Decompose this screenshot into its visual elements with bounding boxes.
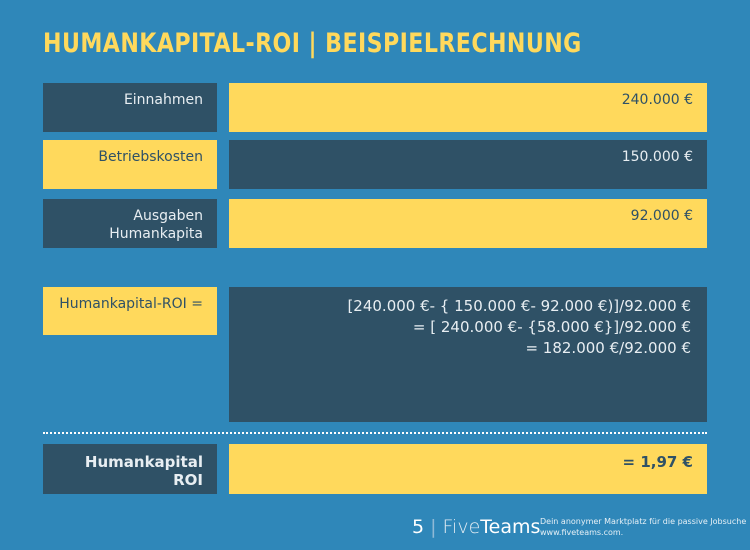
value-betriebskosten: 150.000 €	[229, 140, 707, 189]
logo-teams: Teams	[480, 516, 541, 538]
value-einnahmen: 240.000 €	[229, 83, 707, 132]
formula-box: [240.000 €- { 150.000 €- 92.000 €)]/92.0…	[229, 287, 707, 422]
label-formula: Humankapital-ROI =	[43, 287, 217, 335]
footer-tagline: Dein anonymer Marktplatz für die passive…	[540, 516, 746, 538]
logo-mark: 5	[412, 516, 425, 538]
logo-five: Five	[442, 516, 481, 538]
formula-line-2: = [ 240.000 €- {58.000 €}]/92.000 €	[412, 318, 691, 336]
label-ausgaben: Ausgaben Humankapita	[43, 199, 217, 248]
label-einnahmen: Einnahmen	[43, 83, 217, 132]
formula-line-1: [240.000 €- { 150.000 €- 92.000 €)]/92.0…	[347, 297, 691, 315]
value-result: = 1,97 €	[229, 444, 707, 494]
page-title: HUMANKAPITAL-ROI | BEISPIELRECHNUNG	[43, 28, 582, 59]
divider	[43, 432, 707, 434]
value-ausgaben: 92.000 €	[229, 199, 707, 248]
label-result: Humankapital ROI	[43, 444, 217, 494]
label-betriebskosten: Betriebskosten	[43, 140, 217, 189]
footer-url: www.fiveteams.com.	[540, 528, 624, 537]
fiveteams-logo: 5 | FiveTeams	[412, 516, 541, 538]
tagline-text: Dein anonymer Marktplatz für die passive…	[540, 517, 747, 526]
formula-line-3: = 182.000 €/92.000 €	[525, 339, 691, 357]
